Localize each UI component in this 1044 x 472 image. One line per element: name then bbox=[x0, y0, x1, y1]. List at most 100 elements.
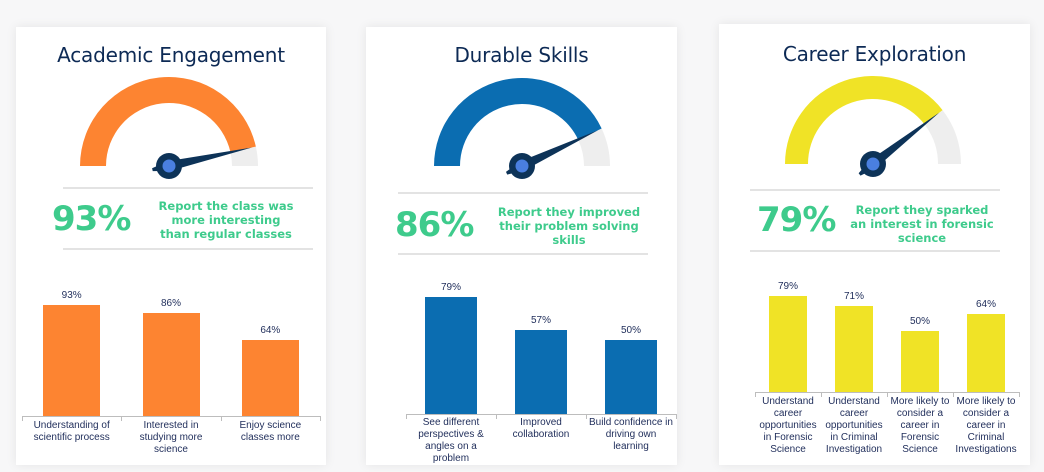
bar-chart: 79% See different perspectives & angles on … bbox=[406, 277, 677, 464]
category-label: Improved collaboration bbox=[496, 417, 586, 441]
bar-value-label: 57% bbox=[530, 314, 551, 326]
bar bbox=[515, 329, 567, 414]
category-label: Build confidence in driving own learning bbox=[586, 417, 676, 453]
axis-tick bbox=[22, 416, 23, 421]
divider-top bbox=[750, 189, 1000, 191]
bar-value-label: 93% bbox=[61, 290, 82, 301]
category-label-line: science bbox=[154, 444, 188, 455]
bar-value-label: 50% bbox=[909, 316, 930, 328]
category-label-line: problem bbox=[432, 453, 470, 464]
category-label-line: Science bbox=[902, 444, 938, 455]
category-label-line: Interested in bbox=[143, 420, 199, 431]
card-academic-engagement: Academic Engagement 93% Report the class… bbox=[16, 27, 326, 465]
category-label-line: career in bbox=[966, 420, 1006, 431]
gauge-fill bbox=[434, 78, 602, 166]
category-label-line: Improved bbox=[520, 417, 562, 428]
headline-description: Report they sparked an interest in foren… bbox=[850, 203, 994, 245]
bar bbox=[967, 314, 1005, 392]
bar-value-label: 71% bbox=[843, 290, 864, 302]
bar bbox=[769, 296, 807, 392]
category-label-line: career bbox=[839, 408, 869, 419]
gauge-hub-dot-icon bbox=[866, 157, 880, 171]
category-label-line: Forensic bbox=[900, 432, 940, 443]
category-label: Enjoy science classes more bbox=[221, 420, 320, 444]
category-label-line: in Forensic bbox=[763, 432, 813, 443]
gauge-chart bbox=[80, 76, 258, 179]
category-label-line: studying more bbox=[139, 432, 203, 443]
axis-tick bbox=[586, 414, 587, 419]
gauge-hub-dot-icon bbox=[162, 159, 176, 173]
category-label: Understanding of scientific process bbox=[22, 420, 121, 444]
axis-tick bbox=[676, 414, 677, 419]
category-label-line: career in bbox=[900, 420, 940, 431]
axis-tick bbox=[755, 392, 756, 397]
divider-top bbox=[398, 192, 648, 194]
axis-tick bbox=[121, 416, 123, 421]
category-label-line: Build confidence in bbox=[589, 417, 673, 428]
axis-tick bbox=[496, 414, 497, 419]
category-label-line: More likely to bbox=[956, 396, 1016, 407]
gauge-hub-dot-icon bbox=[515, 159, 529, 173]
bar-value-label: 64% bbox=[260, 324, 281, 336]
category-label-line: scientific process bbox=[33, 432, 110, 443]
axis-tick bbox=[953, 392, 954, 397]
category-label-line: Criminal bbox=[967, 432, 1005, 443]
bar-value-label: 79% bbox=[777, 281, 798, 292]
bar-value-label: 79% bbox=[440, 282, 461, 293]
category-label: Interested in studying more science bbox=[121, 420, 220, 456]
bar bbox=[425, 297, 477, 414]
x-axis bbox=[406, 414, 676, 415]
category-label-line: driving own bbox=[605, 429, 657, 440]
card-title: Academic Engagement bbox=[57, 43, 285, 67]
category-label-line: opportunities bbox=[759, 420, 817, 431]
category-label-line: consider a bbox=[896, 408, 944, 419]
category-label-line: opportunities bbox=[825, 420, 883, 431]
category-label-line: Enjoy science bbox=[239, 420, 302, 431]
bar bbox=[241, 339, 299, 416]
gauge-fill bbox=[785, 75, 943, 164]
headline-description: Report they improved their problem solvi… bbox=[497, 205, 641, 247]
bar bbox=[835, 305, 873, 392]
category-label-line: in Criminal bbox=[830, 432, 878, 443]
category-label: Understand career opportunities in Forensic… bbox=[755, 396, 821, 456]
gauge-track bbox=[924, 110, 961, 164]
category-label-line: Understanding of bbox=[33, 420, 110, 431]
axis-tick bbox=[406, 414, 407, 419]
bar bbox=[43, 305, 101, 416]
divider-bottom bbox=[398, 253, 648, 255]
category-label: Understand career opportunities in Criminal… bbox=[821, 396, 887, 456]
bar bbox=[901, 331, 939, 392]
gauge-track bbox=[578, 128, 610, 166]
bar-chart: 79% Understand career opportunities in Foren… bbox=[755, 277, 1021, 457]
category-label-line: classes more bbox=[240, 432, 300, 443]
bar bbox=[142, 313, 200, 416]
bar-value-label: 86% bbox=[160, 298, 181, 310]
x-axis bbox=[22, 416, 320, 417]
category-label: More likely to consider a career in Crimina… bbox=[953, 396, 1019, 456]
category-label-line: Understand bbox=[762, 396, 814, 407]
bar-value-label: 50% bbox=[620, 324, 641, 336]
category-label-line: learning bbox=[613, 441, 649, 452]
headline-description: Report the class was more interesting th… bbox=[158, 199, 294, 241]
bar-value-label: 64% bbox=[975, 299, 996, 311]
headline-percentage: 79% bbox=[757, 200, 836, 240]
bar-chart: 93% Understanding of scientific process 86%… bbox=[22, 277, 321, 457]
category-label-line: Science bbox=[770, 444, 806, 455]
bar bbox=[605, 339, 657, 414]
category-label-line: Understand bbox=[828, 396, 880, 407]
card-durable-skills: Durable Skills 86% Report they improved … bbox=[366, 27, 677, 465]
card-title: Durable Skills bbox=[454, 43, 589, 67]
card-title: Career Exploration bbox=[782, 42, 967, 66]
gauge-chart bbox=[785, 75, 961, 177]
divider-bottom bbox=[63, 248, 313, 250]
card-career-exploration: Career Exploration 79% Report they spark… bbox=[719, 24, 1030, 465]
axis-tick bbox=[887, 392, 888, 397]
category-label-line: collaboration bbox=[512, 429, 570, 440]
category-label-line: More likely to bbox=[890, 396, 950, 407]
axis-tick bbox=[220, 416, 222, 421]
category-label-line: consider a bbox=[962, 408, 1010, 419]
gauge-chart bbox=[434, 78, 610, 179]
axis-tick bbox=[320, 416, 321, 421]
category-label-line: Investigation bbox=[825, 444, 883, 455]
axis-tick bbox=[1019, 392, 1020, 397]
